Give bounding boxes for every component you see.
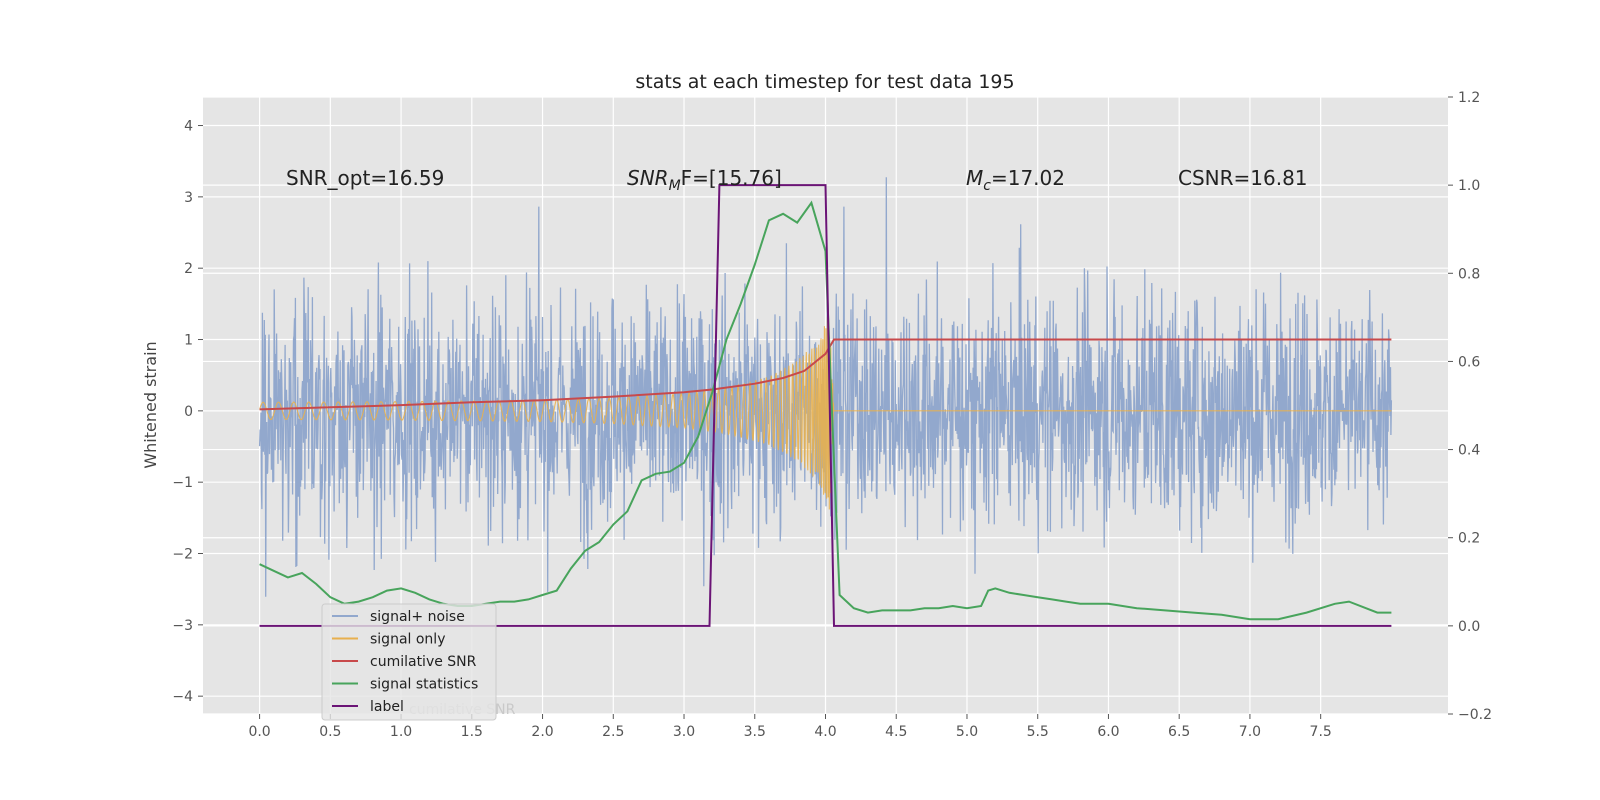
y-tick-label: 4 <box>184 119 193 135</box>
y2-tick-label: −0.2 <box>1458 707 1492 723</box>
y2-tick-label: 0.4 <box>1458 443 1480 459</box>
y-tick-label: 3 <box>184 190 193 206</box>
legend-label: signal+ noise <box>370 609 465 625</box>
annotation-snr-mf-sub: M <box>669 178 681 194</box>
y-axis-label: Whitened strain <box>141 341 160 468</box>
annotation-mc-base: M <box>966 166 983 190</box>
x-tick-label: 5.5 <box>1027 724 1049 740</box>
legend-label: cumilative SNR <box>370 654 477 670</box>
y-tick-label: 2 <box>184 261 193 277</box>
annotation-mc-sub: c <box>983 178 991 194</box>
y2-tick-label: 0.0 <box>1458 619 1480 635</box>
annotation-mc-rest: =17.02 <box>991 166 1065 190</box>
annotation-csnr: CSNR=16.81 <box>1178 166 1308 190</box>
x-tick-label: 6.0 <box>1097 724 1119 740</box>
y-tick-label: 0 <box>184 404 193 420</box>
x-tick-label: 4.0 <box>814 724 836 740</box>
axes: 0.0 0.5 1.0 1.5 2.0 2.5 3.0 3.5 4.0 4.5 5.0 5.5 6.0 6… <box>172 90 1492 740</box>
annotation-snr-mf-base: SNR <box>627 166 669 190</box>
y2-tick-label: 0.2 <box>1458 531 1480 547</box>
y-tick-label: −2 <box>172 547 193 563</box>
x-tick-label: 5.0 <box>956 724 978 740</box>
x-tick-label: 7.0 <box>1239 724 1261 740</box>
y-tick-label: −3 <box>172 618 193 634</box>
x-tick-label: 4.5 <box>885 724 907 740</box>
signal-only-line <box>259 316 1392 510</box>
x-tick-label: 2.5 <box>602 724 624 740</box>
x-tick-label: 3.5 <box>744 724 766 740</box>
x-tick-label: 1.5 <box>461 724 483 740</box>
series-lines <box>259 184 1392 627</box>
legend-label: signal only <box>370 632 445 648</box>
y2-tick-label: 1.0 <box>1458 178 1480 194</box>
y2-tick-label: 0.8 <box>1458 266 1480 282</box>
x-tick-label: 1.0 <box>390 724 412 740</box>
legend-label: signal statistics <box>370 677 478 693</box>
chart-title: stats at each timestep for test data 195 <box>635 71 1014 93</box>
y2-tick-label: 0.6 <box>1458 354 1480 370</box>
series-signal-only <box>259 316 1392 510</box>
annotation-snr-opt: SNR_opt=16.59 <box>286 166 444 190</box>
series-line-label <box>259 184 1392 627</box>
x-tick-label: 3.0 <box>673 724 695 740</box>
annotation-snr-mf: SNRMF=[15.76] <box>627 166 782 194</box>
legend-label: label <box>370 699 404 715</box>
x-tick-label: 0.0 <box>248 724 270 740</box>
series-line-cumilative-SNR <box>259 338 1392 411</box>
x-tick-label: 7.5 <box>1310 724 1332 740</box>
x-tick-label: 0.5 <box>319 724 341 740</box>
y-tick-label: 1 <box>184 333 193 349</box>
x-tick-label: 6.5 <box>1168 724 1190 740</box>
y-tick-label: −4 <box>172 689 193 705</box>
x-tick-label: 2.0 <box>531 724 553 740</box>
series-line-signal-statistics <box>259 200 1392 621</box>
y-tick-label: −1 <box>172 475 193 491</box>
annotation-mc: Mc=17.02 <box>966 166 1065 194</box>
legend-box <box>321 603 497 721</box>
y2-tick-label: 1.2 <box>1458 90 1480 106</box>
annotation-snr-mf-rest: F=[15.76] <box>681 166 782 190</box>
